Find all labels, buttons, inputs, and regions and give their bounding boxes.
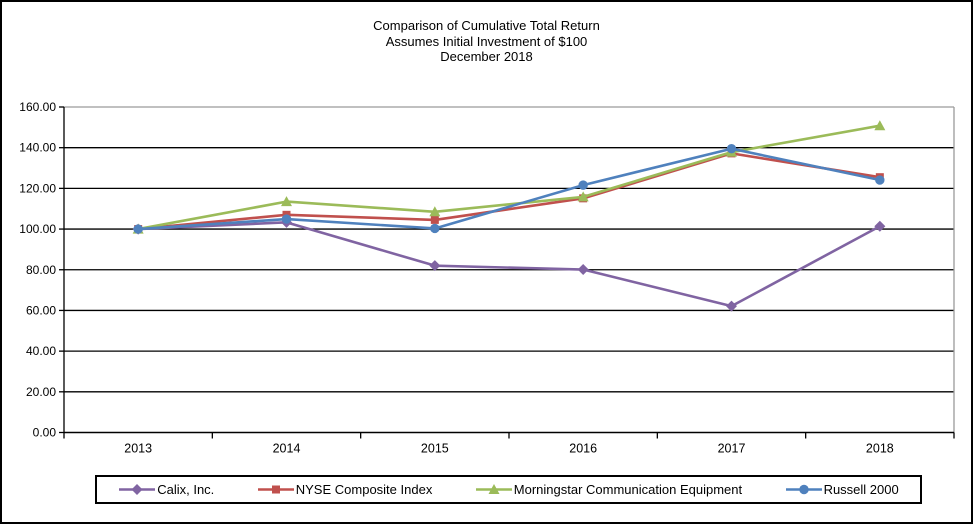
y-axis-label: 40.00	[26, 344, 56, 358]
legend-label: Russell 2000	[823, 482, 899, 497]
y-axis-label: 120.00	[19, 181, 56, 195]
y-axis-label: 100.00	[19, 222, 56, 236]
data-point-marker	[798, 484, 809, 495]
series-line	[138, 221, 881, 308]
data-point-marker	[874, 120, 886, 131]
legend-item-russell-2000: Russell 2000	[785, 482, 899, 497]
y-axis-label: 60.00	[26, 303, 56, 317]
series-line	[138, 152, 881, 231]
legend-marker-square-icon	[257, 485, 294, 494]
chart-title: Comparison of Cumulative Total Return As…	[2, 18, 971, 65]
x-axis-label: 2014	[273, 442, 301, 456]
x-axis-label: 2016	[569, 442, 597, 456]
data-point-marker	[577, 191, 589, 202]
data-point-marker	[726, 144, 737, 154]
data-point-marker	[578, 180, 588, 190]
chart-title-line3: December 2018	[440, 49, 533, 64]
data-point-marker	[271, 485, 280, 494]
legend-item-morningstar-communication-equipment: Morningstar Communication Equipment	[475, 482, 742, 497]
data-point-marker	[430, 215, 439, 224]
legend-item-calix-inc: Calix, Inc.	[118, 482, 214, 497]
data-point-marker	[131, 484, 143, 495]
series-russell-2000	[133, 144, 885, 234]
data-point-marker	[281, 214, 292, 224]
y-axis-label: 140.00	[19, 141, 56, 155]
data-point-marker	[133, 224, 143, 234]
legend-item-nyse-composite-index: NYSE Composite Index	[257, 482, 433, 497]
x-axis-label: 2013	[124, 442, 152, 456]
data-point-marker	[429, 260, 441, 272]
y-axis-label: 80.00	[26, 263, 56, 277]
series-calix-inc	[132, 216, 886, 312]
y-axis-label: 160.00	[19, 100, 56, 114]
series-line	[137, 124, 881, 231]
series-line	[138, 147, 881, 231]
x-axis-label: 2017	[718, 442, 746, 456]
chart-title-line2: Assumes Initial Investment of $100	[385, 33, 588, 49]
legend-marker-diamond-icon	[119, 484, 156, 495]
data-point-marker	[726, 300, 737, 312]
legend-label: Morningstar Communication Equipment	[513, 482, 743, 497]
data-point-marker	[875, 175, 885, 185]
data-point-marker	[281, 196, 292, 207]
legend-label: Calix, Inc.	[157, 482, 215, 497]
legend: Calix, Inc. NYSE Composite Index Morningst…	[95, 475, 922, 504]
data-point-marker	[429, 206, 441, 217]
series-morningstar-communication-equipment	[132, 120, 886, 234]
data-point-marker	[488, 484, 500, 494]
y-axis-label: 0.00	[33, 426, 57, 440]
data-point-marker	[577, 264, 589, 276]
legend-label: NYSE Composite Index	[295, 482, 433, 497]
x-axis-label: 2015	[421, 442, 449, 456]
legend-marker-triangle-icon	[475, 484, 512, 494]
data-point-marker	[430, 223, 440, 234]
x-axis-label: 2018	[866, 442, 894, 456]
chart-title-line1: Comparison of Cumulative Total Return	[373, 18, 600, 33]
legend-marker-circle-icon	[785, 484, 822, 495]
data-point-marker	[874, 220, 886, 232]
y-axis-label: 20.00	[26, 385, 56, 399]
